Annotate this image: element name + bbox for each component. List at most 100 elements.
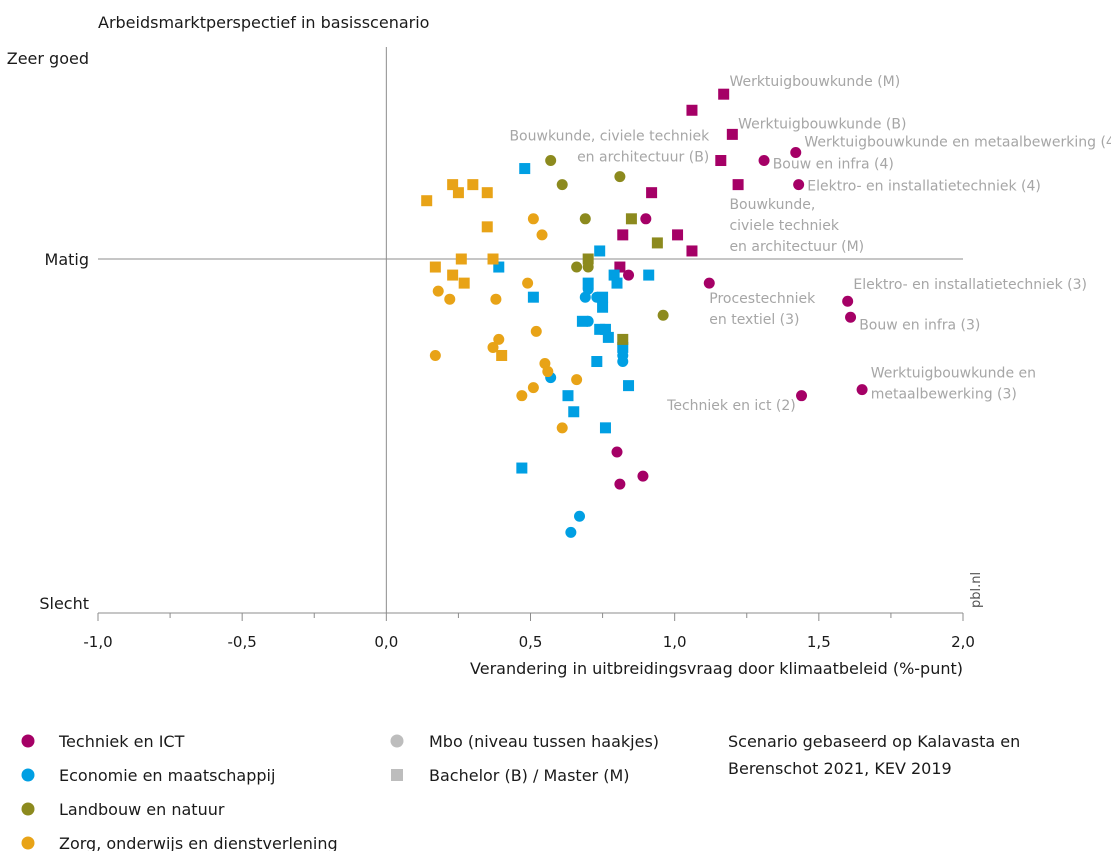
data-point-square: [614, 261, 626, 273]
data-point-square: [568, 406, 580, 418]
data-point-square: [481, 221, 493, 233]
data-point-square: [625, 213, 637, 225]
annotation-label: Bouwkunde,: [729, 197, 815, 213]
data-point-circle: [617, 356, 629, 368]
annotation-label: Bouw en infra (4): [773, 157, 894, 173]
x-tick-label: -0,5: [228, 633, 257, 651]
chart-title: Arbeidsmarktperspectief in basisscenario: [98, 13, 429, 32]
x-tick-labels: -1,0 -0,5 0,0 0,5 1,0 1,5 2,0: [83, 633, 975, 651]
data-point-square: [452, 187, 464, 199]
y-level-label: Matig: [45, 250, 89, 269]
annotation-label: Techniek en ict (2): [666, 398, 796, 414]
data-point-circle: [490, 293, 502, 305]
legend-label: Techniek en ICT: [58, 732, 185, 751]
data-point-square: [617, 333, 629, 345]
data-point-square: [611, 277, 623, 289]
data-point-square: [726, 128, 738, 140]
data-point-circle: [530, 325, 542, 337]
data-point-square: [686, 245, 698, 257]
data-point-circle: [527, 213, 539, 225]
data-point-circle: [657, 309, 669, 321]
data-point-square: [493, 261, 505, 273]
data-point-circle: [429, 349, 441, 361]
data-point-square: [651, 237, 663, 249]
data-point-circle: [637, 470, 649, 482]
data-points: [421, 88, 868, 538]
data-point-square: [617, 341, 629, 353]
legend-marker: [21, 734, 35, 748]
data-point-circle: [536, 229, 548, 241]
data-point-circle: [487, 341, 499, 353]
data-point-circle: [542, 366, 554, 378]
x-axis-label: Verandering in uitbreidingsvraag door kl…: [470, 659, 963, 678]
y-level-labels: Zeer goed Matig Slecht: [7, 49, 89, 613]
legend-marker: [21, 802, 35, 816]
data-point-circle: [611, 446, 623, 458]
legend-label: Landbouw en natuur: [59, 800, 225, 819]
data-point-square: [527, 291, 539, 303]
data-point-square: [429, 261, 441, 273]
note-line-2: Berenschot 2021, KEV 2019: [728, 759, 952, 778]
annotation-label: Werktuigbouwkunde en: [871, 366, 1036, 382]
data-point-square: [599, 422, 611, 434]
data-point-square: [447, 179, 459, 191]
annotation-label: Werktuigbouwkunde (M): [729, 74, 900, 90]
data-point-square: [715, 155, 727, 167]
legend-label: Zorg, onderwijs en dienstverlening: [59, 834, 338, 851]
x-tick-label: 0,0: [374, 633, 398, 651]
x-tick-label: 1,5: [807, 633, 831, 651]
annotation-label: en architectuur (M): [729, 239, 864, 255]
data-point-square: [481, 187, 493, 199]
data-point-square: [458, 277, 470, 289]
legend-shape-circle: [390, 734, 404, 748]
data-point-circle: [516, 390, 528, 402]
data-point-circle: [556, 179, 568, 191]
legend-marker: [21, 768, 35, 782]
data-point-circle: [703, 277, 715, 289]
annotation-label: Elektro- en installatietechniek (4): [807, 179, 1041, 195]
annotation-label: Bouwkunde, civiele techniek: [509, 128, 710, 144]
data-point-square: [516, 462, 528, 474]
data-point-square: [576, 315, 588, 327]
data-point-square: [591, 356, 603, 368]
annotation-label: Procestechniek: [709, 291, 816, 307]
annotation-label: en textiel (3): [709, 312, 799, 328]
legend-shape-label: Bachelor (B) / Master (M): [429, 766, 630, 785]
data-point-square: [646, 187, 658, 199]
data-point-circle: [623, 269, 635, 281]
data-point-circle: [640, 213, 652, 225]
data-point-circle: [522, 277, 534, 289]
data-point-circle: [565, 526, 577, 538]
source-label: pbl.nl: [969, 572, 984, 608]
data-point-square: [602, 331, 614, 343]
data-point-square: [562, 390, 574, 402]
data-point-square: [447, 269, 459, 281]
data-point-square: [599, 323, 611, 335]
data-point-square: [582, 253, 594, 265]
data-point-circle: [614, 171, 626, 183]
x-tick-label: 1,0: [663, 633, 687, 651]
data-point-circle: [444, 293, 456, 305]
data-point-square: [597, 291, 609, 303]
data-point-square: [672, 229, 684, 241]
data-point-square: [718, 88, 730, 100]
data-point-square: [623, 380, 635, 392]
annotation-label: en architectuur (B): [577, 149, 709, 165]
data-point-square: [496, 349, 508, 361]
data-point-circle: [571, 374, 583, 386]
data-point-square: [643, 269, 655, 281]
data-point-square: [455, 253, 467, 265]
legend: Techniek en ICT Economie en maatschappij L…: [21, 732, 659, 851]
data-point-circle: [432, 285, 444, 297]
data-point-square: [421, 195, 433, 207]
data-point-circle: [574, 510, 586, 522]
data-point-circle: [614, 478, 626, 490]
annotation-label: Werktuigbouwkunde (B): [738, 116, 906, 132]
data-point-circle: [556, 422, 568, 434]
note-line-1: Scenario gebaseerd op Kalavasta en: [728, 732, 1020, 751]
annotation-label: Bouw en infra (3): [859, 317, 980, 333]
data-point-circle: [493, 333, 505, 345]
data-point-circle: [579, 213, 591, 225]
data-point-circle: [793, 179, 805, 191]
